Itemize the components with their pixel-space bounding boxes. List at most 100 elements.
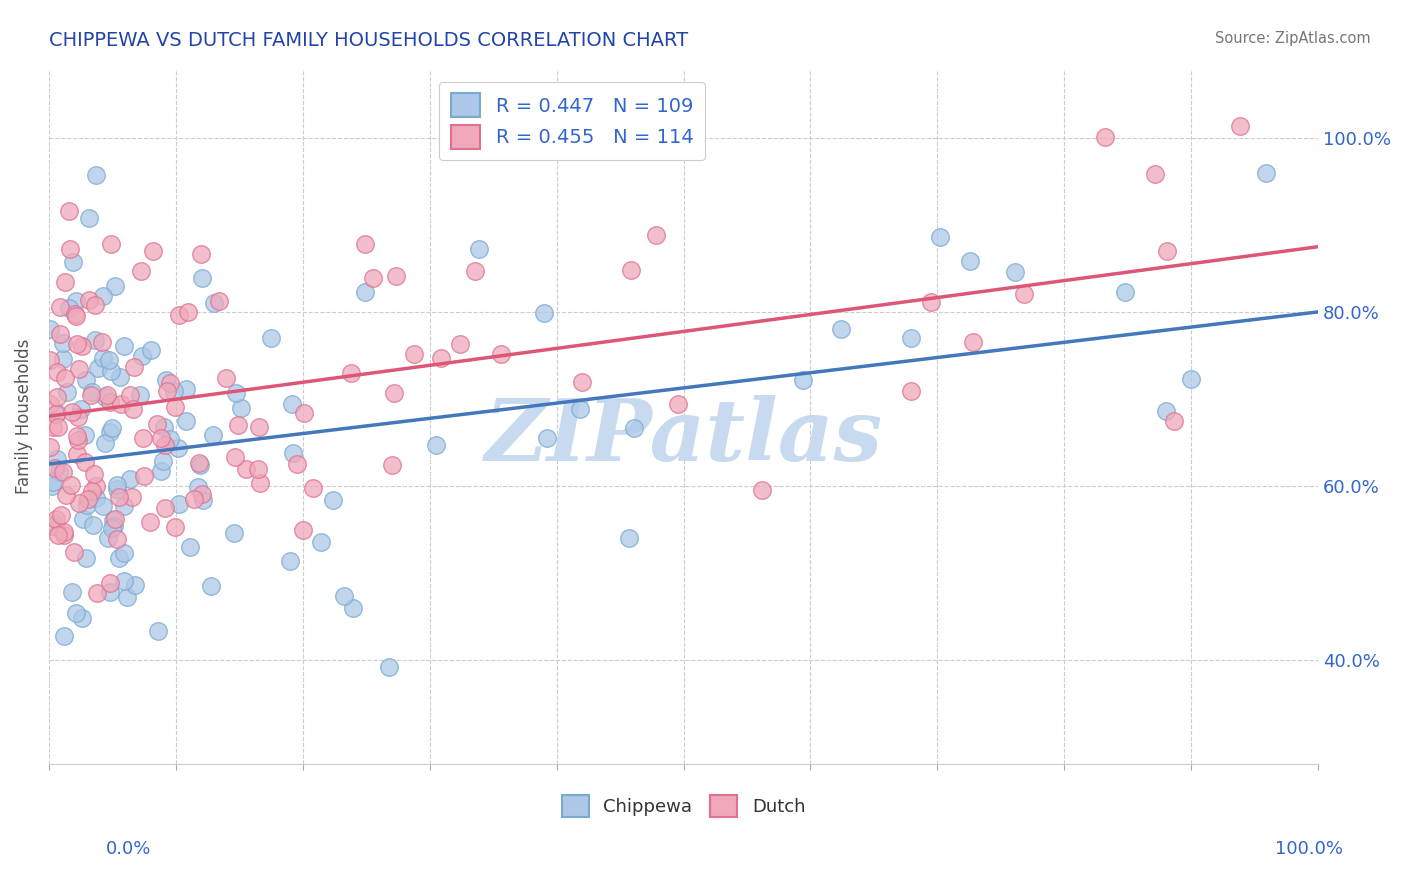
Point [39, 322, 62, 336]
Point [281, 397, 304, 411]
Point [165, 400, 187, 414]
Point [45, 407, 67, 421]
Point [176, 414, 198, 428]
Point [83, 467, 105, 481]
Point [404, 347, 426, 361]
Point [46, 452, 69, 467]
Point [96, 387, 118, 401]
Point [76, 551, 98, 566]
Point [58, 301, 80, 316]
Point [235, 462, 257, 476]
Point [66, 410, 89, 425]
Point [354, 285, 377, 299]
Point [94, 390, 117, 404]
Point [202, 295, 225, 310]
Point [169, 497, 191, 511]
Point [792, 373, 814, 387]
Point [536, 431, 558, 445]
Point [150, 464, 173, 478]
Point [291, 523, 314, 537]
Point [1156, 244, 1178, 259]
Point [80, 385, 103, 400]
Point [112, 574, 135, 588]
Point [132, 431, 155, 445]
Point [188, 456, 211, 470]
Point [100, 421, 122, 435]
Point [52, 524, 75, 539]
Point [190, 247, 212, 261]
Point [183, 491, 205, 506]
Point [98, 576, 121, 591]
Point [104, 279, 127, 293]
Point [101, 521, 124, 535]
Point [1114, 285, 1136, 299]
Point [117, 590, 139, 604]
Point [105, 478, 128, 492]
Point [52, 336, 75, 351]
Point [75, 373, 97, 387]
Point [380, 458, 402, 472]
Point [1163, 414, 1185, 428]
Text: 0.0%: 0.0% [105, 840, 150, 858]
Point [146, 624, 169, 638]
Point [224, 450, 246, 464]
Point [45, 512, 67, 526]
Point [96, 531, 118, 545]
Point [62, 255, 84, 269]
Point [112, 338, 135, 352]
Point [84, 297, 107, 311]
Point [619, 263, 641, 277]
Point [139, 343, 162, 357]
Point [107, 532, 129, 546]
Point [108, 369, 131, 384]
Point [309, 535, 332, 549]
Text: ZIPatlas: ZIPatlas [485, 395, 883, 479]
Point [52, 351, 75, 366]
Point [159, 376, 181, 390]
Point [533, 306, 555, 320]
Point [900, 384, 922, 399]
Point [110, 397, 132, 411]
Point [60, 585, 83, 599]
Point [112, 499, 135, 513]
Point [65, 447, 87, 461]
Point [200, 579, 222, 593]
Point [165, 520, 187, 534]
Point [430, 351, 453, 365]
Point [53, 370, 76, 384]
Point [72, 512, 94, 526]
Point [59, 477, 82, 491]
Point [44, 461, 66, 475]
Point [93, 436, 115, 450]
Point [1256, 166, 1278, 180]
Point [45, 365, 67, 379]
Point [201, 428, 224, 442]
Point [63, 545, 86, 559]
Point [489, 347, 512, 361]
Point [1154, 403, 1177, 417]
Point [84, 333, 107, 347]
Point [163, 384, 186, 398]
Point [191, 271, 214, 285]
Point [104, 512, 127, 526]
Point [65, 294, 87, 309]
Point [146, 417, 169, 431]
Point [190, 487, 212, 501]
Point [98, 584, 121, 599]
Point [73, 455, 96, 469]
Point [65, 337, 87, 351]
Point [361, 271, 384, 285]
Point [39, 440, 62, 454]
Point [292, 406, 315, 420]
Point [70, 610, 93, 624]
Point [131, 349, 153, 363]
Point [278, 554, 301, 568]
Point [134, 469, 156, 483]
Text: Source: ZipAtlas.com: Source: ZipAtlas.com [1215, 31, 1371, 46]
Point [93, 500, 115, 514]
Point [63, 308, 86, 322]
Point [222, 526, 245, 541]
Point [229, 401, 252, 416]
Point [124, 578, 146, 592]
Point [920, 294, 942, 309]
